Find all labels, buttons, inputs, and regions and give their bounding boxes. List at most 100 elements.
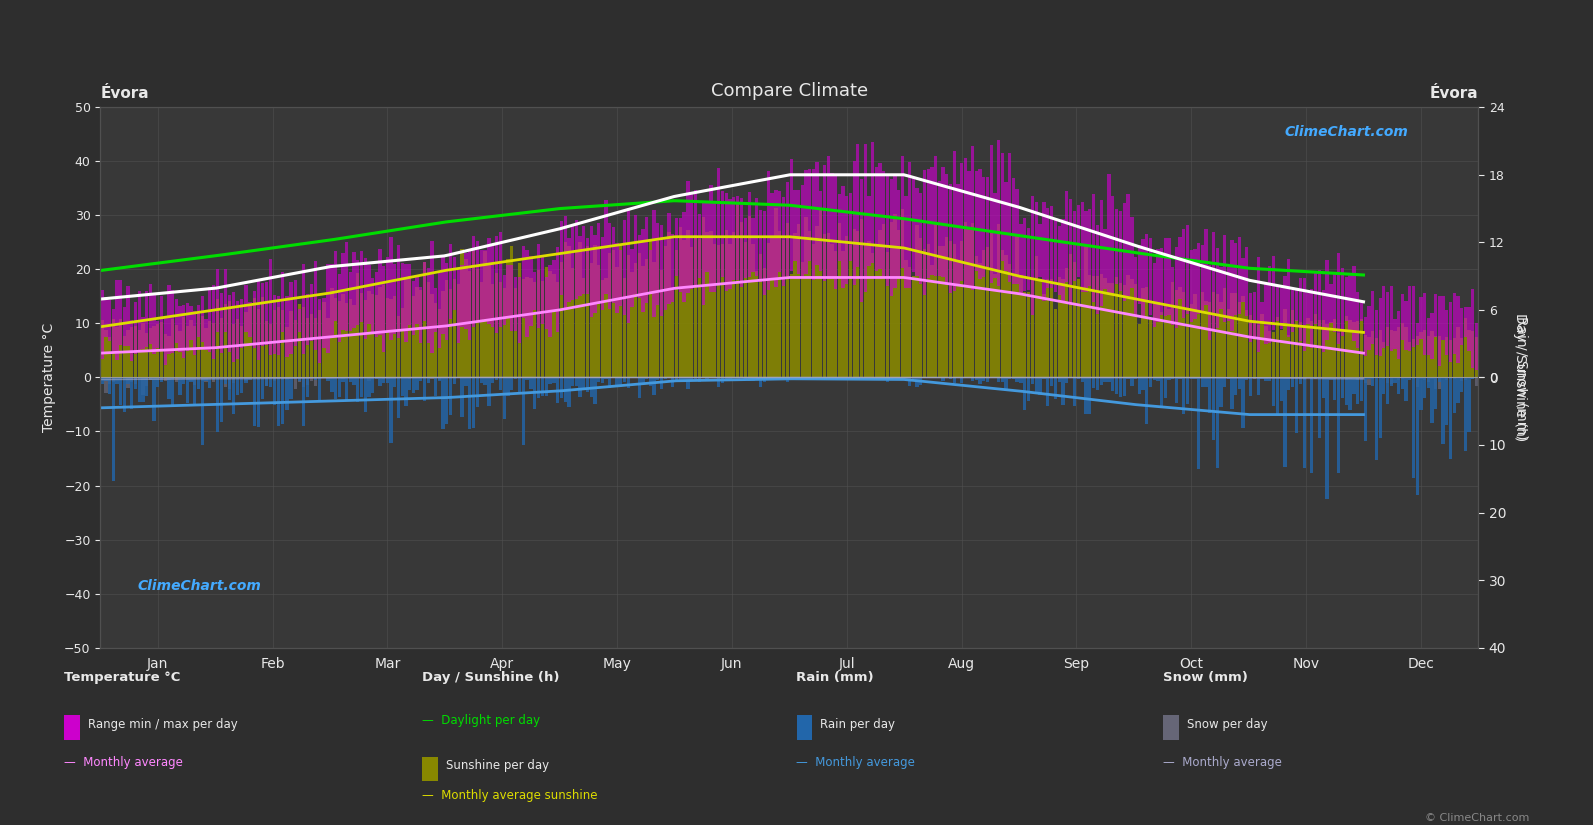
Bar	[1004, 255, 1008, 378]
Bar	[1020, 276, 1023, 378]
Bar	[220, 318, 223, 378]
Bar	[1268, 378, 1271, 381]
Bar	[400, 263, 405, 330]
Text: —  Monthly average sunshine: — Monthly average sunshine	[422, 789, 597, 802]
Bar	[393, 378, 397, 387]
Bar	[819, 191, 822, 271]
Bar	[1408, 285, 1411, 351]
Bar	[352, 305, 355, 378]
Bar	[623, 220, 626, 315]
Bar	[824, 233, 827, 378]
Bar	[186, 326, 190, 378]
Bar	[393, 264, 397, 334]
Bar	[1268, 331, 1271, 378]
Bar	[131, 378, 134, 382]
Bar	[586, 246, 589, 378]
Bar	[175, 325, 178, 378]
Bar	[1271, 256, 1274, 329]
Bar	[1464, 318, 1467, 378]
Bar	[142, 317, 145, 349]
Bar	[1386, 292, 1389, 346]
Bar	[1475, 337, 1478, 378]
Bar	[1008, 378, 1012, 379]
Bar	[975, 171, 978, 271]
Bar	[1207, 265, 1211, 340]
Bar	[518, 277, 521, 343]
Bar	[156, 378, 159, 379]
Bar	[1408, 378, 1411, 380]
Bar	[1257, 325, 1260, 378]
Bar	[728, 378, 731, 379]
Bar	[236, 319, 239, 378]
Bar	[100, 378, 104, 384]
Bar	[510, 265, 513, 331]
Bar	[986, 248, 989, 378]
Bar	[1389, 286, 1392, 351]
Bar	[1453, 293, 1456, 355]
Bar	[1223, 378, 1227, 388]
Bar	[363, 300, 366, 378]
Bar	[468, 251, 472, 340]
Bar	[852, 378, 855, 379]
Bar	[1427, 318, 1431, 356]
Bar	[1252, 323, 1255, 378]
Bar	[1356, 378, 1359, 380]
Bar	[808, 169, 811, 262]
Bar	[883, 171, 886, 276]
Bar	[1450, 378, 1453, 379]
Bar	[1322, 378, 1325, 398]
Bar	[930, 266, 933, 378]
Bar	[1023, 378, 1026, 410]
Bar	[170, 290, 174, 353]
Bar	[679, 378, 682, 380]
Bar	[1438, 378, 1442, 389]
Bar	[112, 378, 115, 481]
Bar	[1287, 335, 1290, 378]
Bar	[298, 378, 301, 383]
Bar	[701, 217, 704, 378]
Bar	[766, 171, 769, 290]
Bar	[495, 237, 499, 333]
Bar	[311, 284, 314, 341]
Bar	[564, 216, 567, 309]
Bar	[916, 224, 919, 378]
Bar	[824, 165, 827, 280]
Bar	[1317, 378, 1321, 438]
Bar	[1104, 229, 1107, 290]
Bar	[626, 208, 629, 323]
Bar	[1464, 378, 1467, 380]
Bar	[220, 378, 223, 422]
Bar	[534, 271, 537, 310]
Bar	[190, 305, 193, 340]
Bar	[812, 378, 816, 379]
Bar	[253, 378, 256, 426]
Bar	[1383, 342, 1386, 378]
Bar	[341, 378, 344, 382]
Bar	[1423, 293, 1426, 355]
Bar	[220, 293, 223, 352]
Bar	[1066, 191, 1069, 282]
Bar	[1227, 309, 1230, 378]
Bar	[1099, 200, 1102, 305]
Bar	[785, 182, 789, 276]
Bar	[933, 157, 937, 276]
Bar	[363, 258, 366, 339]
Bar	[682, 240, 685, 378]
Bar	[964, 158, 967, 285]
Bar	[460, 265, 464, 327]
Bar	[626, 378, 629, 389]
Bar	[352, 378, 355, 384]
Bar	[397, 378, 400, 418]
Bar	[182, 378, 185, 384]
Bar	[1337, 332, 1340, 378]
Bar	[198, 378, 201, 389]
Bar	[190, 319, 193, 378]
Bar	[682, 378, 685, 381]
Bar	[570, 268, 575, 378]
Bar	[411, 280, 416, 336]
Bar	[1303, 278, 1306, 351]
Bar	[953, 378, 956, 383]
Bar	[1207, 378, 1211, 413]
Bar	[777, 231, 782, 378]
Bar	[1246, 378, 1249, 380]
